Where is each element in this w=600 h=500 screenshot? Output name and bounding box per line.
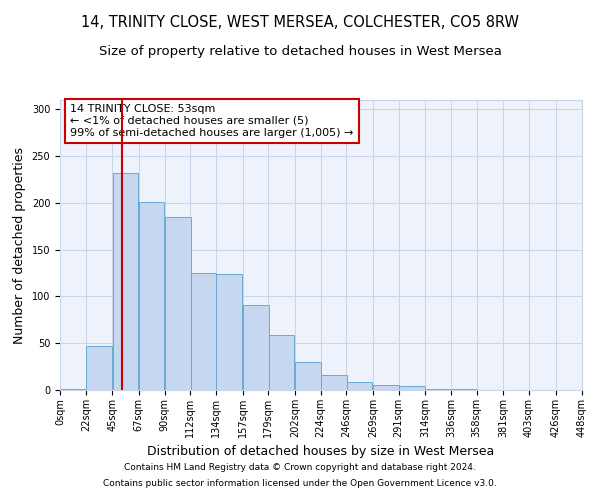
Text: Contains public sector information licensed under the Open Government Licence v3: Contains public sector information licen… bbox=[103, 478, 497, 488]
Bar bbox=[243, 305, 269, 390]
Bar bbox=[373, 386, 399, 390]
Bar bbox=[269, 335, 294, 390]
Bar bbox=[165, 217, 191, 390]
Bar bbox=[295, 362, 321, 390]
Bar bbox=[347, 382, 372, 390]
Bar bbox=[216, 274, 242, 390]
Bar bbox=[451, 389, 477, 390]
Bar bbox=[86, 346, 112, 390]
Text: 14 TRINITY CLOSE: 53sqm
← <1% of detached houses are smaller (5)
99% of semi-det: 14 TRINITY CLOSE: 53sqm ← <1% of detache… bbox=[70, 104, 354, 138]
Bar bbox=[60, 389, 86, 390]
Text: Contains HM Land Registry data © Crown copyright and database right 2024.: Contains HM Land Registry data © Crown c… bbox=[124, 464, 476, 472]
Text: Size of property relative to detached houses in West Mersea: Size of property relative to detached ho… bbox=[98, 45, 502, 58]
Bar bbox=[321, 375, 347, 390]
Bar bbox=[113, 173, 139, 390]
Text: 14, TRINITY CLOSE, WEST MERSEA, COLCHESTER, CO5 8RW: 14, TRINITY CLOSE, WEST MERSEA, COLCHEST… bbox=[81, 15, 519, 30]
Y-axis label: Number of detached properties: Number of detached properties bbox=[13, 146, 26, 344]
Bar bbox=[399, 386, 425, 390]
Bar bbox=[426, 389, 451, 390]
Bar bbox=[191, 273, 216, 390]
X-axis label: Distribution of detached houses by size in West Mersea: Distribution of detached houses by size … bbox=[148, 446, 494, 458]
Bar bbox=[139, 202, 164, 390]
